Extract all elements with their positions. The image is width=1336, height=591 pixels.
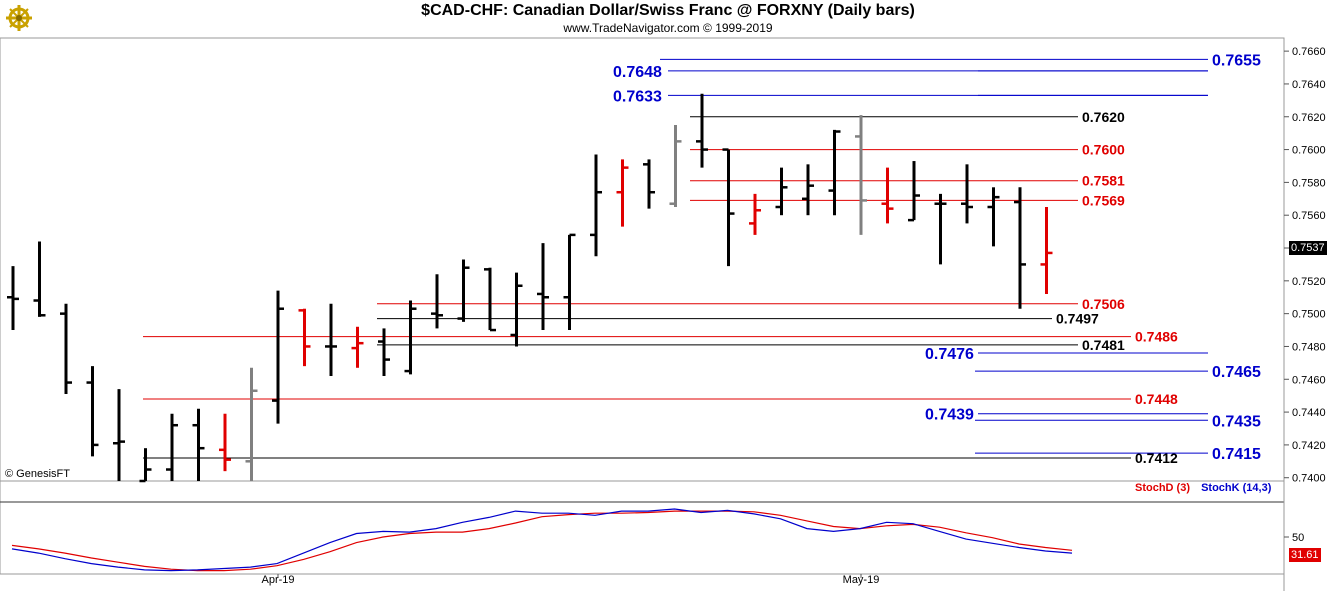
ohlc-bar [855, 115, 867, 235]
level-label-0.7439: 0.7439 [925, 407, 974, 424]
x-axis-label: Apr-19 [261, 574, 294, 586]
ohlc-bar [245, 367, 258, 481]
level-label-0.7465: 0.7465 [1212, 364, 1261, 381]
ohlc-bar [60, 303, 72, 395]
ohlc-bar [590, 154, 602, 257]
level-label-0.7412: 0.7412 [1135, 450, 1178, 466]
level-label-0.7481: 0.7481 [1082, 337, 1125, 353]
series-stochk-14-3- [11, 508, 1073, 572]
ohlc-bar [616, 159, 629, 227]
y-axis-tick-label: 0.7640 [1292, 79, 1326, 91]
ohlc-bar [298, 308, 311, 367]
ohlc-bar [987, 187, 1000, 247]
ohlc-bar [431, 274, 443, 329]
level-label-0.7620: 0.7620 [1082, 109, 1125, 125]
ohlc-bar [139, 448, 152, 483]
y-axis-tick-label: 0.7400 [1292, 473, 1326, 485]
ohlc-bar [1014, 187, 1026, 309]
y-axis-tick-label: 0.7440 [1292, 407, 1326, 419]
ohlc-bar [484, 267, 496, 332]
ohlc-bar [908, 161, 920, 222]
level-label-0.7486: 0.7486 [1135, 329, 1178, 345]
ship-wheel-logo-icon [4, 3, 34, 33]
ohlc-bar [33, 241, 46, 317]
y-axis-tick-label: 0.7500 [1292, 309, 1326, 321]
y-axis-tick-label: 0.7580 [1292, 177, 1326, 189]
y-axis-tick-label: 0.7420 [1292, 440, 1326, 452]
level-label-0.7476: 0.7476 [925, 346, 974, 363]
ohlc-bar [881, 167, 894, 224]
ohlc-bar [192, 408, 205, 481]
ohlc-bar [696, 93, 708, 168]
y-axis-tick-label: 0.7560 [1292, 210, 1326, 222]
ohlc-bar [219, 413, 231, 472]
level-label-0.7497: 0.7497 [1056, 311, 1099, 327]
level-label-0.7415: 0.7415 [1212, 446, 1261, 463]
ohlc-bar [7, 266, 19, 331]
x-axis-label: May-19 [843, 574, 880, 586]
ohlc-bars [7, 93, 1053, 483]
chart-subtitle: www.TradeNavigator.com © 1999-2019 [563, 21, 773, 35]
level-label-0.7655: 0.7655 [1212, 52, 1261, 69]
y-axis-tick-label: 0.7660 [1292, 46, 1326, 58]
ohlc-bar [643, 159, 655, 209]
chart-title: $CAD-CHF: Canadian Dollar/Swiss Franc @ … [421, 2, 915, 19]
ohlc-bar [934, 193, 947, 265]
last-price-badge: 0.7537 [1289, 241, 1327, 255]
ohlc-bar [378, 328, 390, 376]
legend-stoch-d: StochD (3) [1135, 482, 1190, 494]
ohlc-bar [537, 243, 549, 331]
level-label-0.7506: 0.7506 [1082, 296, 1125, 312]
ohlc-bar [722, 148, 735, 267]
level-label-0.7581: 0.7581 [1082, 173, 1125, 189]
level-label-0.7648: 0.7648 [613, 64, 662, 81]
legend-stoch-k: StochK (14,3) [1201, 482, 1272, 494]
ohlc-bar [457, 259, 470, 322]
ohlc-bar [828, 129, 841, 216]
level-label-0.7633: 0.7633 [613, 88, 662, 105]
ohlc-bar [351, 326, 364, 368]
ohlc-bar [749, 193, 761, 235]
copyright-label: © GenesisFT [5, 468, 70, 480]
y-axis-tick-label: 0.7460 [1292, 374, 1326, 386]
y-axis-tick-label: 0.7600 [1292, 145, 1326, 157]
ohlc-bar [325, 303, 337, 376]
series-stochd-3- [11, 510, 1073, 572]
indicator-panel-frame [0, 480, 1285, 575]
ohlc-bar [404, 300, 417, 375]
ohlc-bar [563, 233, 576, 331]
ohlc-bar [166, 413, 178, 481]
ohlc-bar [961, 164, 973, 224]
ohlc-bar [802, 164, 814, 216]
level-label-0.7435: 0.7435 [1212, 413, 1261, 430]
indicator-y-tick-label: 50 [1292, 532, 1304, 544]
ohlc-bar [775, 167, 788, 216]
ohlc-bar [1040, 206, 1053, 294]
y-axis-tick-label: 0.7480 [1292, 341, 1326, 353]
ohlc-bar [113, 389, 125, 481]
ohlc-bar [510, 272, 523, 347]
y-axis-tick-label: 0.7620 [1292, 112, 1326, 124]
y-axis-tick-label: 0.7520 [1292, 276, 1326, 288]
stochastic-legend: StochD (3) StochK (14,3) [1135, 482, 1271, 494]
level-label-0.7448: 0.7448 [1135, 391, 1178, 407]
ohlc-bar [272, 290, 284, 424]
stochastic-value-badge: 31.61 [1289, 548, 1321, 562]
level-label-0.7600: 0.7600 [1082, 142, 1125, 158]
ohlc-bar [86, 366, 99, 457]
ohlc-bar [669, 124, 682, 207]
level-label-0.7569: 0.7569 [1082, 192, 1125, 208]
